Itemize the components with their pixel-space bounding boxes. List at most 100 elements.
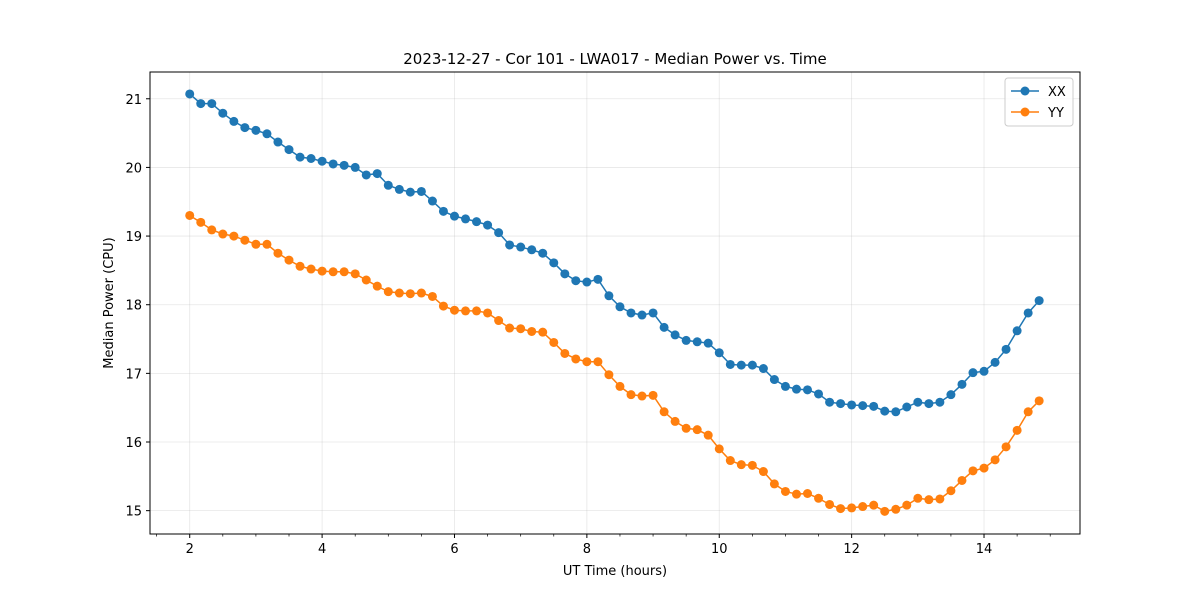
data-point-yy [714,444,724,454]
data-point-yy [825,499,835,509]
y-tick-label: 18 [125,299,142,314]
y-tick-label: 17 [125,367,142,382]
data-point-yy [505,323,515,333]
plot-frame [149,71,1081,535]
data-point-yy [681,423,691,433]
data-point-xx [758,364,768,374]
data-point-xx [714,348,724,358]
data-point-xx [1023,308,1033,318]
data-point-xx [935,397,945,407]
data-point-xx [505,240,515,250]
x-tick-label: 6 [450,542,458,557]
data-point-yy [703,430,713,440]
data-point-xx [295,152,305,162]
y-tick-label: 20 [125,161,142,176]
x-tick-label: 4 [318,542,326,557]
data-point-xx [924,399,934,409]
data-point-yy [328,267,338,277]
data-point-yy [946,486,956,496]
data-point-xx [549,258,559,268]
data-point-yy [449,305,459,315]
data-point-xx [516,242,526,252]
data-point-xx [251,125,261,135]
data-point-xx [659,322,669,332]
data-point-xx [792,384,801,394]
data-point-xx [416,186,426,196]
data-point-yy [725,456,735,466]
data-point-xx [990,357,1000,367]
data-point-yy [1001,442,1011,452]
data-point-xx [328,159,338,169]
legend-label-yy: YY [1047,106,1064,121]
data-point-xx [902,402,912,412]
data-point-yy [494,316,504,326]
data-point-xx [615,302,625,312]
data-point-yy [924,495,934,505]
data-point-yy [571,354,581,364]
data-point-yy [692,425,702,435]
data-point-yy [648,390,658,400]
data-point-yy [637,391,647,401]
data-point-xx [769,375,779,385]
data-point-xx [825,397,835,407]
data-point-xx [880,406,890,416]
data-point-xx [196,99,206,109]
data-point-xx [483,220,493,230]
y-tick-label: 21 [125,93,142,108]
x-tick-label: 10 [711,542,728,557]
data-point-yy [306,264,316,274]
data-point-yy [626,390,636,400]
data-point-yy [516,324,526,334]
data-point-yy [593,357,603,367]
legend: XX YY [1004,77,1074,127]
y-tick-label: 15 [125,505,142,520]
data-point-yy [836,504,846,514]
data-point-xx [1034,296,1044,306]
data-point-yy [792,489,801,499]
data-point-xx [472,217,482,227]
data-point-xx [284,145,294,155]
data-point-yy [891,504,901,514]
data-point-xx [394,184,404,194]
data-point-xx [372,169,382,179]
data-point-xx [604,291,614,301]
data-point-xx [339,160,349,170]
data-point-yy [549,337,559,347]
data-point-xx [229,116,239,126]
data-point-xx [802,385,812,395]
data-point-yy [218,229,228,239]
data-point-yy [847,503,857,513]
data-point-xx [461,214,471,224]
data-point-yy [361,275,371,285]
data-point-yy [979,463,989,473]
data-point-xx [582,277,592,287]
data-point-yy [913,493,923,503]
data-point-xx [946,390,956,400]
data-point-yy [207,225,217,235]
data-point-xx [747,360,757,370]
data-point-xx [262,129,272,139]
data-point-yy [527,326,537,336]
data-point-xx [968,368,978,378]
data-point-yy [438,301,448,311]
data-point-yy [262,239,272,249]
data-point-yy [747,460,757,470]
x-tick-label: 12 [843,542,860,557]
data-point-xx [725,359,735,369]
data-point-yy [483,308,493,318]
data-point-yy [472,306,482,316]
data-point-xx [626,308,636,318]
data-point-xx [957,379,967,389]
data-point-xx [1012,326,1022,336]
data-point-yy [802,489,812,498]
data-point-xx [571,276,581,286]
data-point-yy [582,357,592,367]
data-point-xx [273,137,283,147]
data-point-yy [560,348,570,358]
data-point-yy [990,455,1000,465]
data-point-yy [339,267,349,277]
data-point-yy [1034,396,1044,406]
data-point-xx [449,211,459,221]
